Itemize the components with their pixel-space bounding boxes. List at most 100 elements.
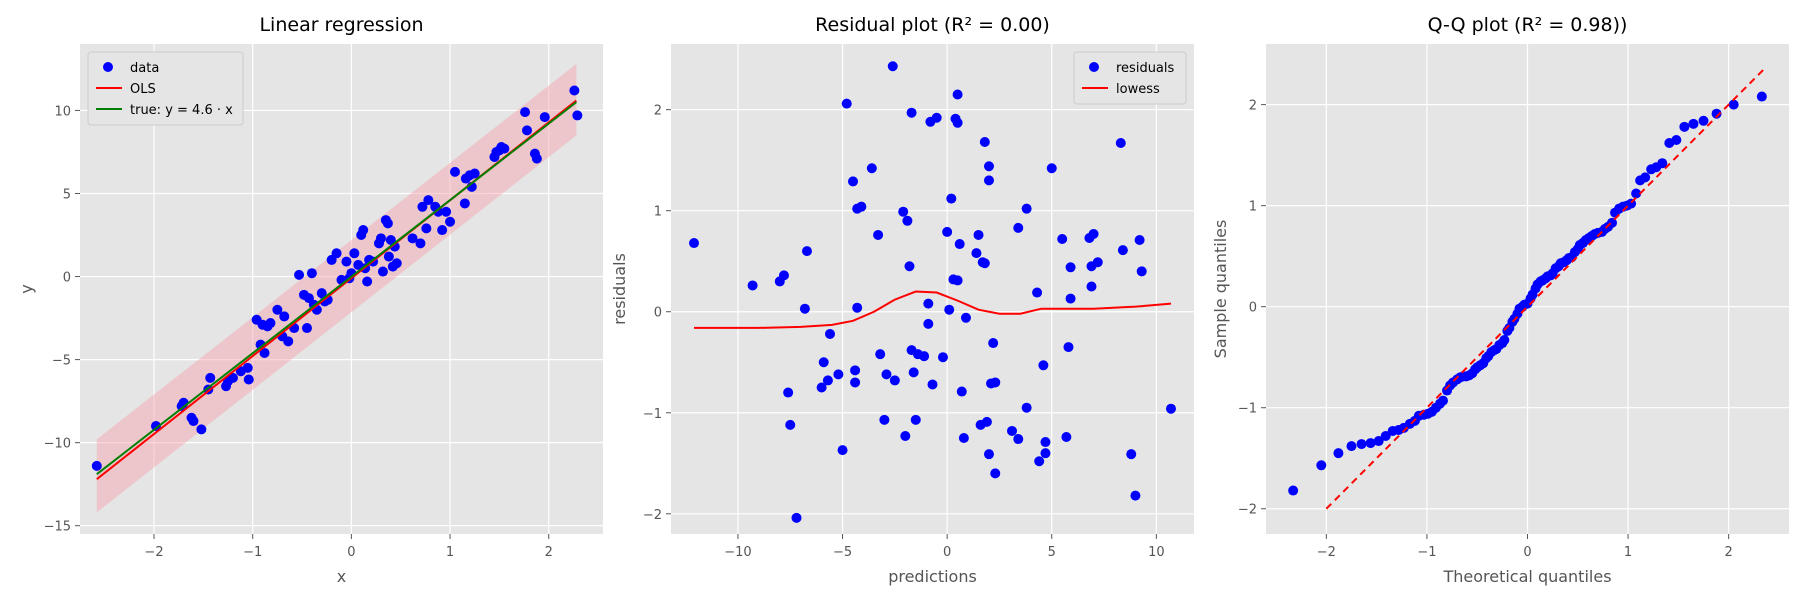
y-axis-label: Sample quantiles xyxy=(1211,220,1230,359)
data-point xyxy=(1631,188,1642,199)
data-point xyxy=(979,258,990,269)
data-point xyxy=(1034,456,1045,467)
y-tick-label: −2 xyxy=(1238,503,1257,518)
data-point xyxy=(349,248,360,259)
data-point xyxy=(983,449,994,460)
data-point xyxy=(958,433,969,444)
data-point xyxy=(1671,134,1682,145)
data-point xyxy=(952,275,963,286)
data-point xyxy=(824,328,835,339)
plot-title: Q-Q plot (R² = 0.98)) xyxy=(1428,14,1628,36)
data-point xyxy=(1679,121,1690,132)
data-point xyxy=(946,193,957,204)
data-point xyxy=(437,225,448,236)
legend-marker xyxy=(103,62,113,72)
data-point xyxy=(983,175,994,186)
data-point xyxy=(816,382,827,393)
data-point xyxy=(272,304,283,315)
data-point xyxy=(1380,431,1391,441)
data-point xyxy=(937,352,948,363)
data-point xyxy=(1065,262,1076,273)
data-point xyxy=(1040,437,1051,448)
data-point xyxy=(1165,403,1176,414)
legend-label: OLS xyxy=(130,82,156,97)
data-point xyxy=(294,269,305,280)
data-point xyxy=(1021,203,1032,214)
y-tick-label: 5 xyxy=(63,187,71,202)
y-axis-label: y xyxy=(17,284,36,293)
x-axis-label: Theoretical quantiles xyxy=(1442,567,1611,586)
data-point xyxy=(952,89,963,100)
data-point xyxy=(990,377,1001,388)
data-point xyxy=(1013,434,1024,445)
data-point xyxy=(243,374,254,385)
x-tick-label: −2 xyxy=(1317,545,1336,560)
data-point xyxy=(522,125,533,136)
data-point xyxy=(791,512,802,523)
true-line xyxy=(96,101,577,475)
y-tick-label: −1 xyxy=(1238,402,1257,417)
data-point xyxy=(469,168,480,179)
data-point xyxy=(818,357,829,368)
data-point xyxy=(1728,99,1739,110)
x-tick-label: −10 xyxy=(724,545,751,560)
data-point xyxy=(1013,222,1024,233)
x-tick-label: 1 xyxy=(446,545,454,560)
data-point xyxy=(881,369,892,380)
x-tick-label: 1 xyxy=(1624,545,1632,560)
data-point xyxy=(91,460,102,471)
data-point xyxy=(923,318,934,329)
data-point xyxy=(362,276,373,287)
y-axis-label: residuals xyxy=(610,253,629,325)
data-point xyxy=(689,238,700,249)
data-point xyxy=(150,421,161,432)
data-point xyxy=(377,266,388,277)
data-point xyxy=(1756,91,1767,102)
reference-line xyxy=(1325,68,1765,510)
y-tick-label: 1 xyxy=(654,205,662,220)
y-tick-label: −5 xyxy=(52,354,71,369)
data-point xyxy=(990,468,1001,479)
x-tick-label: 0 xyxy=(943,545,951,560)
data-point xyxy=(879,414,890,425)
y-tick-label: 2 xyxy=(1249,99,1257,114)
data-point xyxy=(1134,235,1145,245)
data-point xyxy=(1117,245,1128,256)
data-point xyxy=(188,416,199,427)
data-point xyxy=(341,256,352,267)
data-point xyxy=(259,347,270,358)
data-point xyxy=(1356,439,1367,450)
data-point xyxy=(952,117,963,128)
data-point xyxy=(910,414,921,425)
data-point xyxy=(242,362,253,373)
data-point xyxy=(382,218,393,229)
data-point xyxy=(783,387,794,398)
data-point xyxy=(850,377,861,388)
data-point xyxy=(866,163,877,174)
plot-background xyxy=(80,44,603,534)
data-point xyxy=(423,195,434,206)
data-point xyxy=(569,85,580,96)
y-tick-label: 0 xyxy=(63,271,71,286)
data-point xyxy=(520,107,531,118)
data-point xyxy=(942,226,953,237)
data-point xyxy=(1088,228,1099,239)
x-tick-label: 2 xyxy=(1725,545,1733,560)
data-point xyxy=(499,143,510,154)
y-tick-label: −1 xyxy=(643,407,662,422)
plot-area xyxy=(689,61,1176,523)
data-point xyxy=(1698,115,1709,126)
data-point xyxy=(1640,172,1651,183)
data-point xyxy=(799,303,810,314)
legend-label: true: y = 4.6 · x xyxy=(130,103,233,118)
data-point xyxy=(923,298,934,309)
data-point xyxy=(539,112,550,123)
y-tick-label: −15 xyxy=(44,520,71,535)
data-point xyxy=(1499,335,1510,346)
x-tick-label: −5 xyxy=(833,545,852,560)
data-point xyxy=(1065,293,1076,304)
data-point xyxy=(391,258,402,269)
y-tick-label: 2 xyxy=(654,104,662,119)
data-point xyxy=(265,318,276,329)
